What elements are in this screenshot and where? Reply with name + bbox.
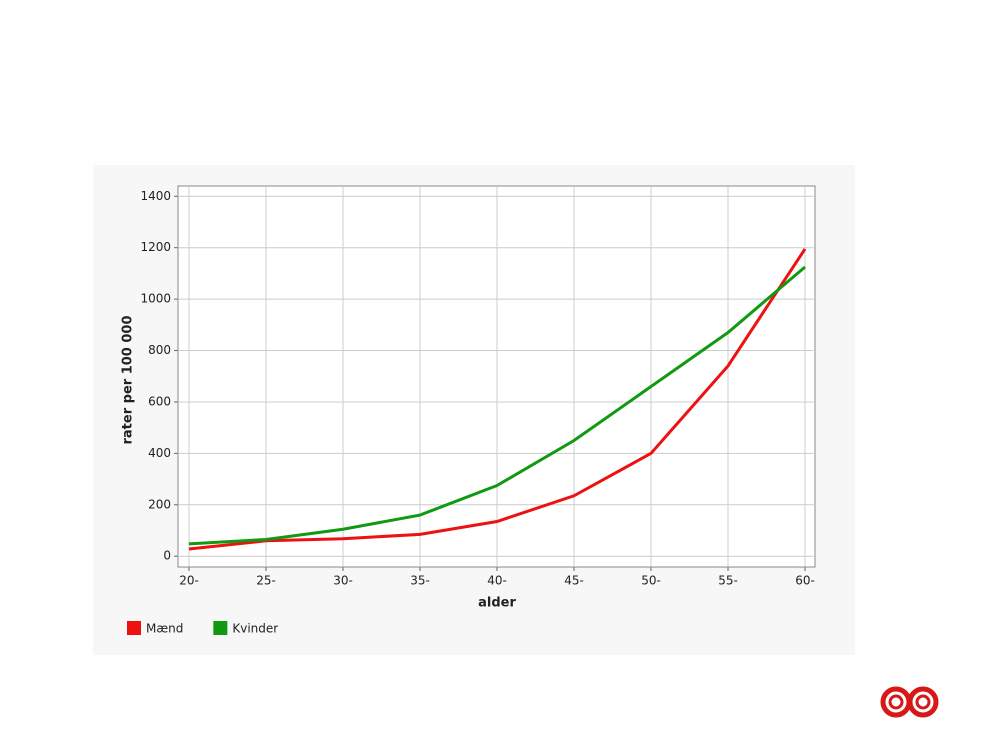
line-series <box>188 248 807 551</box>
y-tick-label: 200 <box>148 497 171 511</box>
line-series <box>188 265 806 546</box>
y-tick-label: 600 <box>148 394 171 408</box>
y-tick-label: 1200 <box>140 240 171 254</box>
x-axis-title: alder <box>478 596 516 611</box>
x-tick-label: 25- <box>256 574 276 588</box>
x-tick-label: 50- <box>641 574 661 588</box>
x-tick-label: 40- <box>487 574 507 588</box>
x-tick-label: 35- <box>410 574 430 588</box>
logo <box>880 686 939 718</box>
x-tick-label: 30- <box>333 574 353 588</box>
y-tick-label: 800 <box>148 343 171 357</box>
x-tick-label: 55- <box>718 574 738 588</box>
x-tick-label: 60- <box>795 574 815 588</box>
legend-label: Kvinder <box>232 622 278 636</box>
y-tick-label: 0 <box>163 549 171 563</box>
x-tick-label: 45- <box>564 574 584 588</box>
legend-swatch <box>127 621 141 635</box>
y-axis-title: rater per 100 000 <box>121 315 136 444</box>
x-tick-label: 20- <box>179 574 199 588</box>
legend-label: Mænd <box>146 622 183 636</box>
y-tick-label: 400 <box>148 446 171 460</box>
y-tick-label: 1400 <box>140 189 171 203</box>
legend-swatch <box>213 621 228 635</box>
y-tick-label: 1000 <box>140 292 171 306</box>
